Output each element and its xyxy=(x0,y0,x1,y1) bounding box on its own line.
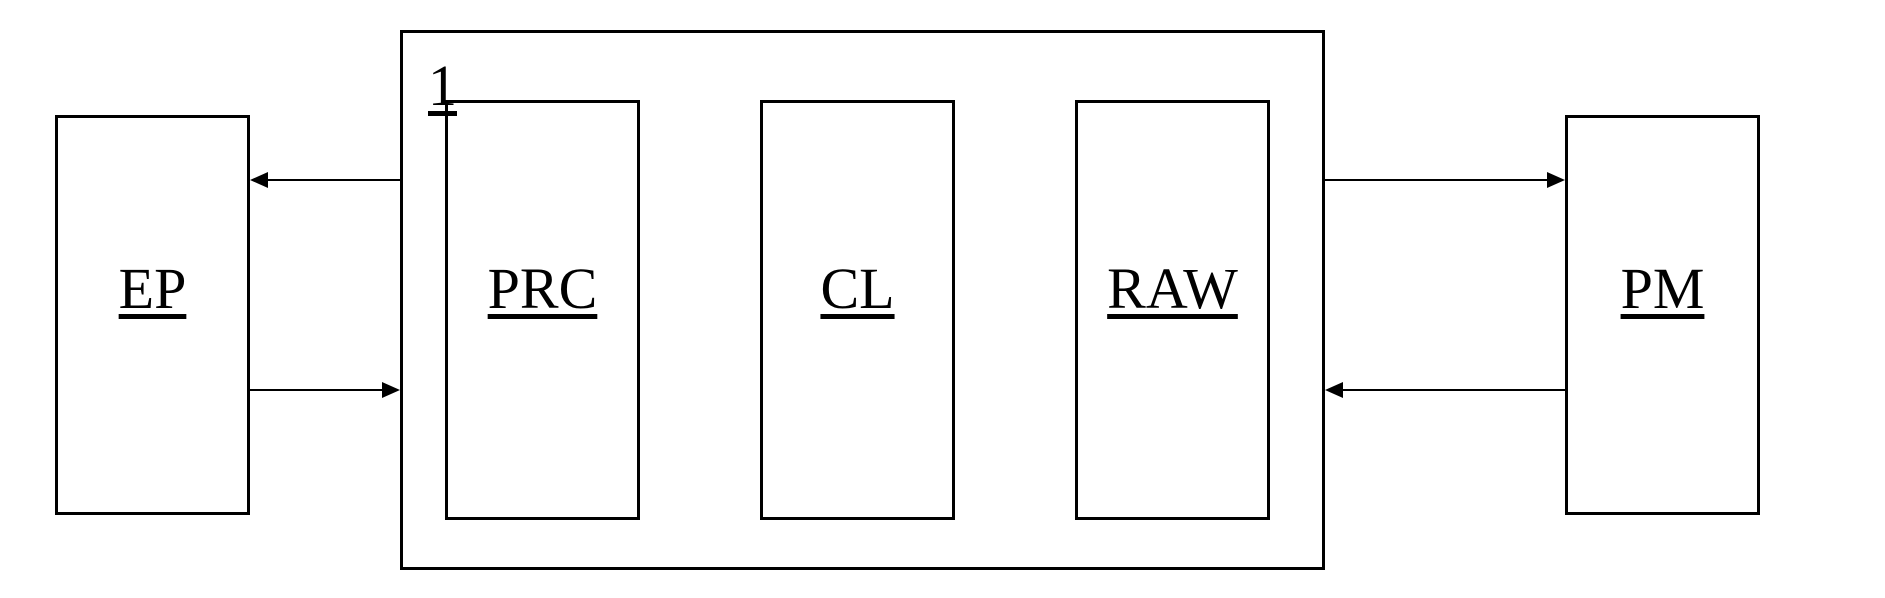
pm-label: PM xyxy=(1565,255,1760,322)
arrow-pm-to-main xyxy=(1325,382,1565,398)
arrow-ep-to-main xyxy=(250,382,400,398)
ep-label: EP xyxy=(55,255,250,322)
arrow-main-to-ep xyxy=(250,172,400,188)
cl-label: CL xyxy=(760,255,955,322)
prc-label: PRC xyxy=(445,255,640,322)
raw-label: RAW xyxy=(1075,255,1270,322)
arrow-main-to-pm xyxy=(1325,172,1565,188)
